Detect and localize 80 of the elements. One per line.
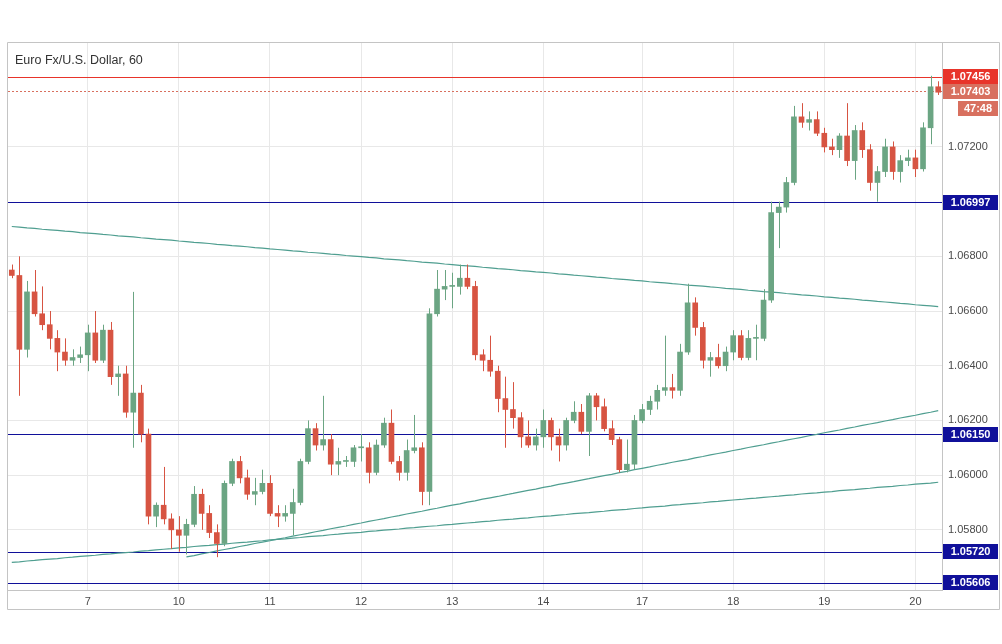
- ref-line-label: 1.05606: [950, 576, 991, 589]
- candlestick: [737, 329, 744, 361]
- x-tick-label: 17: [635, 594, 649, 607]
- candlestick: [403, 439, 410, 482]
- y-tick-label: 1.06600: [948, 304, 988, 317]
- candlestick: [213, 523, 220, 558]
- candlestick: [669, 373, 676, 400]
- candlestick: [859, 121, 866, 159]
- candlestick: [244, 469, 251, 501]
- candlestick: [601, 398, 607, 432]
- x-tick-label: 18: [727, 594, 740, 607]
- y-tick-label: 1.05800: [948, 522, 988, 535]
- candlestick: [897, 154, 904, 183]
- ref-line-label: 1.07403: [950, 84, 991, 97]
- candlestick: [46, 310, 53, 350]
- candlestick: [381, 417, 387, 449]
- y-tick-label: 1.06400: [948, 358, 988, 371]
- y-tick-label: 1.06200: [948, 413, 988, 426]
- candlestick: [168, 512, 175, 550]
- candlestick: [62, 337, 68, 367]
- candlestick: [525, 419, 531, 449]
- candlestick: [259, 469, 266, 495]
- candlestick: [570, 400, 577, 424]
- x-tick-label: 19: [818, 594, 831, 607]
- candlestick: [646, 395, 653, 416]
- x-tick-label: 10: [172, 594, 185, 607]
- candlestick: [662, 335, 668, 397]
- candlestick: [775, 201, 782, 249]
- candlestick: [639, 403, 645, 424]
- ref-line-label: 1.05720: [950, 545, 991, 558]
- candlestick: [289, 488, 296, 536]
- candlestick: [593, 392, 600, 421]
- candlestick: [510, 381, 516, 430]
- candlestick: [456, 264, 463, 296]
- ref-line-label: 1.06997: [950, 195, 991, 208]
- candlestick: [464, 264, 471, 290]
- x-tick-label: 13: [446, 594, 459, 607]
- x-tick-label: 12: [354, 594, 368, 607]
- candlestick: [176, 515, 182, 553]
- x-tick-label: 11: [264, 594, 276, 607]
- y-tick-label: 1.06000: [948, 468, 988, 481]
- candlestick: [502, 376, 509, 449]
- y-tick-label: 1.07200: [948, 139, 988, 152]
- candlestick: [449, 272, 456, 309]
- candlestick: [358, 433, 364, 462]
- text: Euro Fx/U.S. Dollar, 60: [15, 53, 143, 68]
- y-tick-label: 1.06800: [948, 249, 988, 262]
- candlestick: [715, 343, 721, 369]
- candlestick: [206, 504, 213, 539]
- candlestick: [624, 439, 630, 473]
- candlestick: [396, 455, 402, 482]
- ref-line-label: 1.06150: [950, 427, 991, 440]
- candlestick: [130, 291, 137, 449]
- x-tick-label: 7: [84, 594, 91, 607]
- candlestick: [153, 501, 159, 528]
- ref-line-label: 1.07456: [950, 70, 991, 83]
- candlestick: [548, 417, 554, 452]
- candlestick: [874, 165, 881, 203]
- candlestick: [487, 335, 494, 378]
- candlestick: [578, 403, 585, 435]
- x-tick-label: 14: [537, 594, 550, 607]
- candlestick: [753, 324, 759, 361]
- candlestick: [479, 348, 486, 372]
- candlestick: [411, 414, 418, 454]
- candlestick: [654, 384, 661, 410]
- text: 47:48: [963, 101, 993, 114]
- candlestick: [707, 351, 714, 378]
- candlestick: [532, 428, 539, 452]
- candlestick: [39, 285, 45, 331]
- x-tick-label: 20: [909, 594, 922, 607]
- candlestick: [320, 395, 326, 452]
- candlestick: [84, 324, 91, 372]
- candlestick: [806, 110, 812, 132]
- candlestick: [350, 444, 357, 468]
- candlestick: [251, 477, 258, 506]
- candlestick: [229, 458, 235, 487]
- candlestick: [730, 329, 737, 361]
- candlestick: [335, 447, 342, 476]
- candlestick: [115, 365, 121, 397]
- candlestick: [183, 518, 190, 555]
